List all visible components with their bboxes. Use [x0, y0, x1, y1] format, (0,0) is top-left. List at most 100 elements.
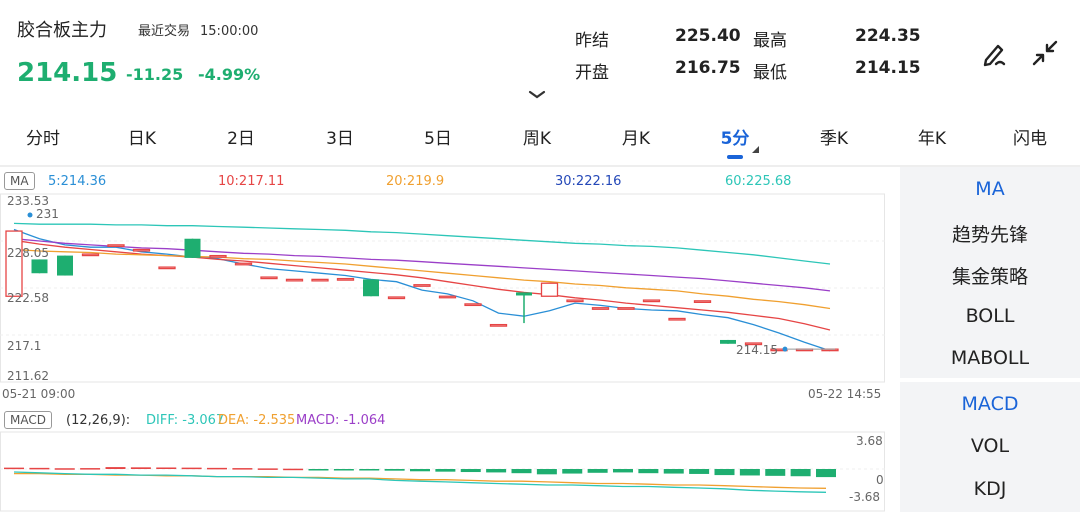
tab-quarterly[interactable]: 季K [819, 129, 849, 149]
indicator-boll[interactable]: BOLL [965, 305, 1015, 327]
macd-bar [739, 469, 760, 476]
macd-bar [486, 469, 507, 473]
ma-line-ma60 [13, 222, 831, 265]
macd-bar [359, 469, 380, 471]
candle-up [234, 262, 253, 266]
macd-bar [283, 468, 304, 471]
high-label: 最高 [753, 31, 787, 51]
candle-down [720, 339, 736, 344]
macd-bar [181, 467, 202, 470]
ma10-value: 10:217.11 [218, 174, 285, 189]
price-change-percent: -4.99% [198, 65, 261, 84]
indicator-trend-pioneer[interactable]: 趋势先锋 [951, 224, 1028, 246]
macd-bar [384, 469, 405, 471]
tab-5day[interactable]: 5日 [424, 129, 452, 149]
indicator-maboll[interactable]: MABOLL [950, 347, 1030, 369]
ma-line-ma5 [13, 228, 831, 352]
candle-down [57, 255, 73, 276]
y-tick-label: 233.53 [7, 194, 49, 208]
macd-bar [562, 469, 583, 474]
trade-status: 最近交易 15:00:00 [138, 20, 258, 39]
price-change: -11.25 [126, 65, 184, 84]
x-end-label: 05-22 14:55 [808, 387, 882, 401]
y-tick-label: 217.1 [7, 339, 41, 353]
divider [0, 165, 1080, 167]
macd-params: (12,26,9): [66, 413, 131, 428]
active-tab-indicator [727, 155, 743, 159]
open-value: 216.75 [675, 58, 741, 78]
candle-up [668, 317, 686, 321]
trade-time: 15:00:00 [200, 24, 259, 39]
macd-bar [435, 469, 456, 472]
last-price-label: 214.15 [736, 343, 778, 357]
macd-y-tick-label: 0 [876, 473, 884, 487]
collapse-icon[interactable] [1030, 38, 1060, 68]
macd-bar [536, 469, 557, 475]
candle-up [285, 278, 304, 282]
candle-up [693, 300, 712, 303]
tab-timeshare[interactable]: 分时 [26, 129, 60, 149]
y-tick-label: 211.62 [7, 369, 49, 383]
y-tick-label: 228.05 [7, 246, 49, 260]
macd-bar [308, 469, 329, 471]
low-value: 214.15 [855, 58, 921, 78]
candle-up [591, 307, 610, 310]
indicator-kdj[interactable]: KDJ [973, 478, 1007, 500]
indicator-ma[interactable]: MA [975, 178, 1005, 200]
ma20-value: 20:219.9 [386, 174, 445, 189]
candle-down [31, 259, 48, 274]
macd-chart[interactable]: 3.68 0 -3.68 [0, 431, 900, 512]
pen-icon[interactable] [980, 38, 1010, 68]
macd-bar [130, 467, 151, 469]
macd-badge[interactable]: MACD [4, 411, 52, 429]
candle-up [464, 303, 482, 307]
ma-badge[interactable]: MA [4, 172, 35, 190]
candle-up [489, 323, 508, 327]
prev-settle-label: 昨结 [575, 31, 609, 51]
period-dropdown-icon[interactable] [752, 146, 759, 153]
candle-down [363, 279, 379, 297]
tab-2day[interactable]: 2日 [227, 129, 255, 149]
macd-bar [790, 469, 811, 477]
chevron-down-icon[interactable] [528, 90, 546, 100]
period-tabs: 分时 日K 2日 3日 5日 周K 月K 5分 季K 年K 闪电 [0, 124, 1080, 159]
tab-3day[interactable]: 3日 [326, 129, 354, 149]
indicator-vol[interactable]: VOL [970, 435, 1010, 457]
candle-up [744, 342, 763, 346]
tab-5min[interactable]: 5分 [720, 129, 750, 149]
trade-status-label: 最近交易 [138, 24, 191, 39]
ma-legend: MA 5:214.36 10:217.11 20:219.9 30:222.16… [0, 172, 900, 192]
macd-bar [689, 469, 710, 474]
tab-flash[interactable]: 闪电 [1013, 129, 1047, 149]
macd-value: MACD: -1.064 [296, 413, 386, 428]
macd-bar [4, 467, 24, 470]
low-label: 最低 [753, 63, 787, 83]
tab-weekly[interactable]: 周K [522, 129, 552, 149]
quote-grid: 昨结 225.40 最高 224.35 开盘 216.75 最低 214.15 [575, 26, 921, 90]
indicator-panel [900, 167, 1080, 512]
macd-bar [638, 469, 659, 474]
prev-settle-value: 225.40 [675, 26, 741, 46]
tab-daily[interactable]: 日K [127, 129, 157, 149]
quote-row: 昨结 225.40 最高 224.35 [575, 26, 921, 58]
macd-bar [714, 469, 735, 476]
tab-yearly[interactable]: 年K [917, 129, 947, 149]
ma30-value: 30:222.16 [555, 174, 622, 189]
tab-monthly[interactable]: 月K [621, 129, 651, 149]
y-tick-label: 222.58 [7, 291, 49, 305]
diff-line [13, 471, 827, 493]
macd-bar [587, 469, 608, 473]
indicator-fund-strategy[interactable]: 集金策略 [951, 266, 1028, 288]
candle-up [158, 266, 176, 270]
candle-up [413, 284, 431, 287]
macd-bar [333, 469, 354, 471]
macd-bar [816, 469, 836, 478]
indicator-panel-divider [900, 378, 1080, 382]
quote-row: 开盘 216.75 最低 214.15 [575, 58, 921, 90]
candle-down [184, 238, 201, 258]
indicator-macd[interactable]: MACD [961, 393, 1019, 415]
candle-up [107, 244, 125, 248]
macd-bar [410, 469, 430, 472]
candle-up [566, 299, 584, 303]
